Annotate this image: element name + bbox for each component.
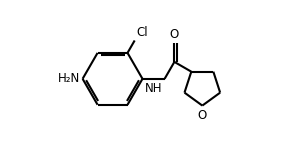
Text: NH: NH [145, 82, 162, 95]
Text: O: O [198, 109, 207, 122]
Text: Cl: Cl [136, 26, 148, 39]
Text: O: O [170, 28, 179, 41]
Text: H₂N: H₂N [58, 72, 80, 85]
